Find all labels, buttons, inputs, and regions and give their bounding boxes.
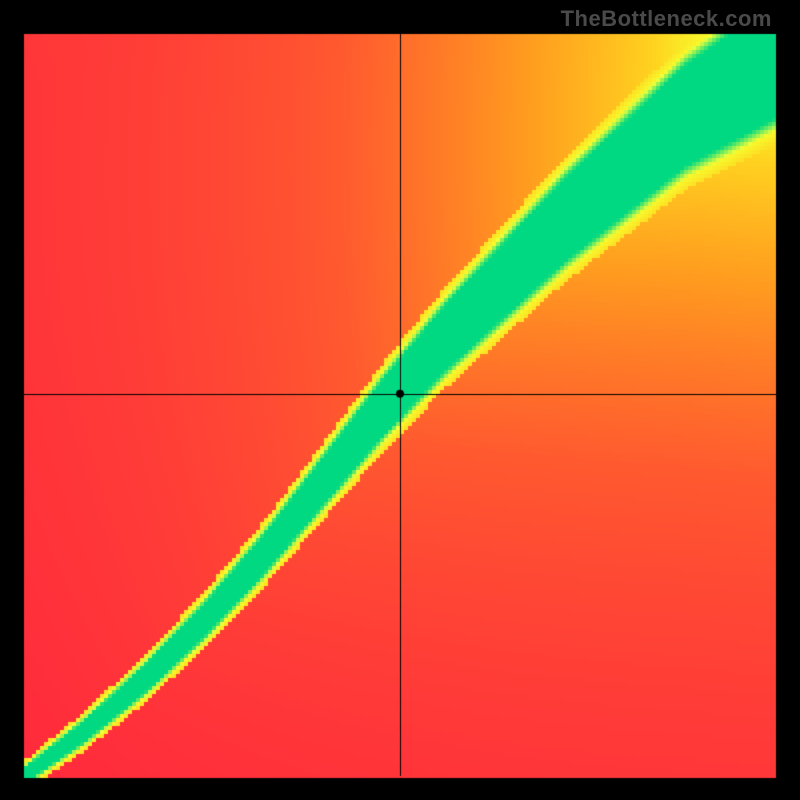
- chart-container: TheBottleneck.com: [0, 0, 800, 800]
- bottleneck-heatmap: [0, 0, 800, 800]
- watermark-text: TheBottleneck.com: [561, 6, 772, 32]
